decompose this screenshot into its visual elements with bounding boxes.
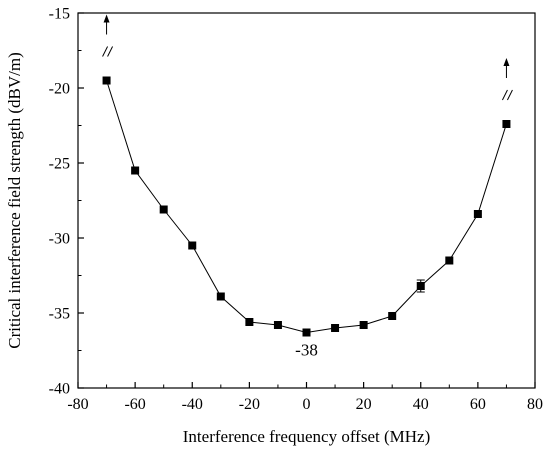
data-point: [131, 166, 140, 175]
data-point: [188, 241, 197, 250]
data-point: [473, 210, 482, 218]
data-point: [359, 321, 368, 329]
x-tick-label: -40: [182, 396, 203, 413]
x-tick-label: 20: [356, 396, 372, 413]
data-point: [216, 292, 225, 301]
data-points: [102, 76, 511, 337]
data-point: [273, 321, 282, 329]
data-point: [388, 312, 397, 320]
axis-break-markers: [102, 14, 513, 101]
x-axis-ticks: -80 -60 -40 -20 0 20 40 60 80: [67, 382, 543, 413]
break-slash: [102, 46, 109, 57]
x-tick-label: 40: [413, 396, 429, 413]
x-tick-label: -60: [124, 396, 145, 413]
x-tick-label: 60: [470, 396, 486, 413]
break-gap: [103, 47, 113, 57]
y-tick-label: -30: [49, 231, 70, 248]
y-tick-label: -20: [49, 81, 70, 98]
annotation-label: -38: [295, 341, 318, 360]
data-point: [331, 324, 340, 332]
break-slash: [501, 89, 508, 101]
annotations: -38: [295, 341, 318, 360]
data-point: [445, 256, 454, 265]
x-axis-label: Interference frequency offset (MHz): [183, 427, 430, 446]
y-tick-label: -40: [49, 381, 70, 398]
data-point: [159, 205, 168, 214]
data-point: [502, 120, 511, 128]
data-point: [245, 318, 254, 326]
x-tick-label: 80: [527, 396, 543, 413]
break-slash: [506, 89, 513, 101]
data-point: [302, 328, 311, 337]
break-arrow-head: [503, 58, 510, 66]
break-slash: [107, 46, 114, 57]
y-axis-label: Critical interference field strength (dB…: [5, 52, 24, 348]
data-point: [102, 76, 111, 85]
y-tick-label: -25: [49, 156, 70, 173]
y-tick-label: -35: [49, 306, 70, 323]
break-gap: [502, 90, 512, 100]
x-tick-label: -20: [239, 396, 260, 413]
x-tick-label: -80: [67, 396, 88, 413]
y-axis-ticks: -40 -35 -30 -25 -20 -15: [49, 6, 84, 398]
x-tick-label: 0: [303, 396, 311, 413]
data-point: [416, 282, 425, 290]
y-tick-label: -15: [49, 6, 70, 23]
break-arrow-head: [103, 14, 110, 23]
